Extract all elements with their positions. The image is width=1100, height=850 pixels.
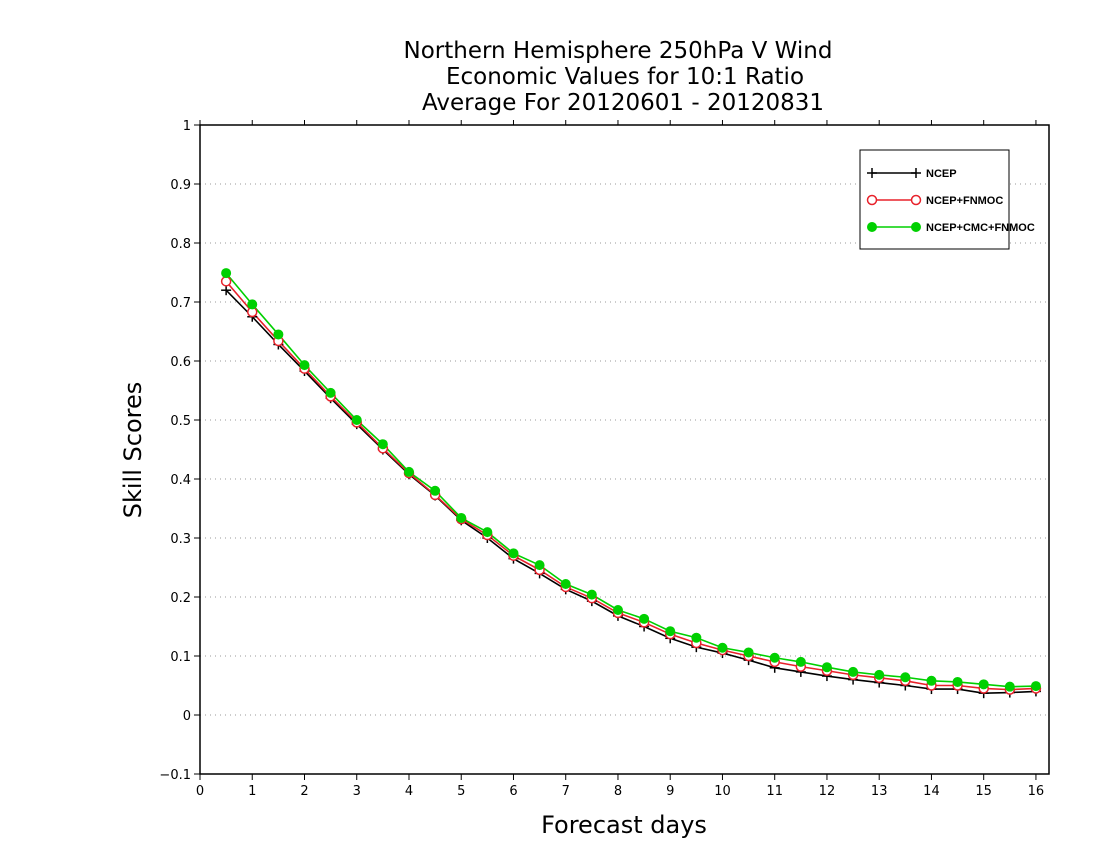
legend-label-2: NCEP+FNMOC (926, 195, 1003, 207)
series-3-point (874, 669, 885, 680)
x-tick-label: 15 (975, 784, 992, 799)
series-3-point (717, 642, 728, 653)
series-3-point (508, 548, 519, 559)
x-tick-label: 0 (196, 784, 204, 799)
series-3-point (456, 512, 467, 523)
legend-marker-3-b (911, 222, 921, 232)
y-tick-label: −0.1 (159, 768, 191, 783)
chart-title-line-2: Economic Values for 10:1 Ratio (446, 64, 804, 90)
series-3-point (848, 666, 859, 677)
series-3-point (743, 647, 754, 658)
x-tick-label: 13 (871, 784, 888, 799)
x-tick-label: 12 (819, 784, 836, 799)
series-3-point (534, 560, 545, 571)
series-3-point (978, 679, 989, 690)
y-tick-labels: −0.1 0 0.1 0.2 0.3 0.4 0.5 0.6 0.7 0.8 0.9 1 (159, 119, 191, 783)
y-tick-label: 0 (183, 709, 191, 724)
series-3-point (821, 662, 832, 673)
series-3-point (247, 299, 258, 310)
y-tick-label: 0.3 (170, 532, 191, 547)
series-3-point (900, 672, 911, 683)
x-tick-label: 14 (923, 784, 940, 799)
plot-frame (199, 124, 1050, 775)
series-3-point (273, 329, 284, 340)
y-tick-label: 1 (183, 119, 191, 134)
series-3-point (586, 589, 597, 600)
chart-title-line-1: Northern Hemisphere 250hPa V Wind (404, 38, 833, 64)
y-tick-label: 0.6 (170, 355, 191, 370)
series-3-point (430, 485, 441, 496)
x-tick-label: 7 (562, 784, 570, 799)
series-3-point (612, 604, 623, 615)
y-tick-label: 0.7 (170, 296, 191, 311)
legend-marker-1-a (867, 168, 877, 178)
series-2-point (220, 276, 232, 287)
series-3-point (691, 632, 702, 643)
y-tick-label: 0.8 (170, 237, 191, 252)
series-markers (220, 268, 1042, 699)
series-3-point (325, 387, 336, 398)
series-3-point (639, 613, 650, 624)
series-line-2 (225, 280, 1036, 691)
series-3-point (926, 675, 937, 686)
legend: NCEP NCEP+FNMOC NCEP+CMC+FNMOC (859, 149, 1035, 250)
y-tick-label: 0.2 (170, 591, 191, 606)
legend-marker-3-a (867, 222, 877, 232)
x-tick-label: 8 (614, 784, 622, 799)
axis-ticks (194, 120, 1037, 780)
y-tick-label: 0.9 (170, 178, 191, 193)
series-3-point (482, 527, 493, 538)
series-3-point (299, 360, 310, 371)
y-axis-label: Skill Scores (119, 382, 147, 519)
series-3-point (560, 579, 571, 590)
series-line-1 (225, 289, 1036, 694)
x-tick-label: 10 (714, 784, 731, 799)
series-3-point (665, 626, 676, 637)
series-3-point (952, 676, 963, 687)
y-tick-label: 0.1 (170, 650, 191, 665)
x-tick-label: 1 (248, 784, 256, 799)
legend-label-3: NCEP+CMC+FNMOC (926, 222, 1035, 234)
series-3-point (795, 656, 806, 667)
series-3-point (1030, 681, 1041, 692)
x-tick-label: 2 (300, 784, 308, 799)
series-3-point (1004, 681, 1015, 692)
y-tick-label: 0.5 (170, 414, 191, 429)
chart-title-line-3: Average For 20120601 - 20120831 (422, 90, 824, 116)
series-3-point (769, 652, 780, 663)
x-tick-label: 5 (457, 784, 465, 799)
legend-marker-2-a (866, 194, 878, 206)
x-tick-label: 4 (405, 784, 413, 799)
x-tick-label: 9 (666, 784, 674, 799)
legend-marker-2-b (910, 194, 922, 206)
x-tick-label: 16 (1028, 784, 1045, 799)
series-3-point (221, 268, 232, 279)
series-1-point (221, 285, 232, 296)
legend-label-1: NCEP (926, 168, 957, 180)
x-tick-label: 6 (509, 784, 517, 799)
y-tick-label: 0.4 (170, 473, 191, 488)
series-3-point (377, 439, 388, 450)
series-3-point (403, 466, 414, 477)
legend-marker-1-b (911, 168, 921, 178)
series-lines (225, 272, 1036, 694)
chart-title: Northern Hemisphere 250hPa V Wind Econom… (404, 38, 833, 116)
series-line-3 (225, 272, 1036, 688)
grid-lines (200, 183, 1049, 716)
x-tick-labels: 0 1 2 3 4 5 6 7 8 9 10 11 12 13 14 15 16 (196, 784, 1044, 799)
x-tick-label: 3 (353, 784, 361, 799)
x-axis-label: Forecast days (541, 811, 707, 839)
x-tick-label: 11 (766, 784, 783, 799)
series-3-point (351, 415, 362, 425)
